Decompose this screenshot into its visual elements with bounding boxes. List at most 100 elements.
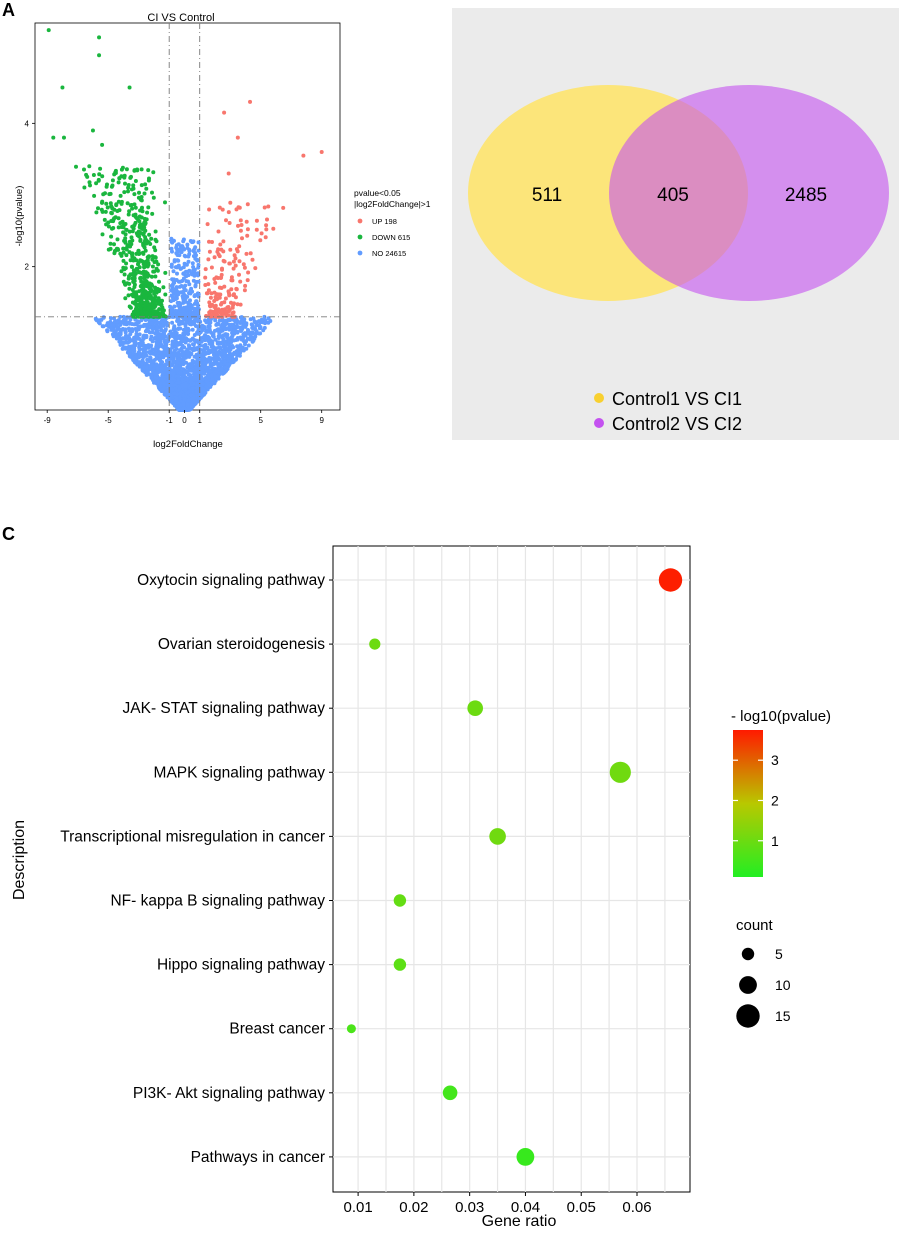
volcano-point-no <box>173 386 178 391</box>
volcano-point-no <box>180 245 185 250</box>
volcano-point-down <box>151 309 156 314</box>
volcano-point-down <box>137 190 141 195</box>
volcano-point-up <box>238 218 243 223</box>
volcano-point-down <box>130 276 135 281</box>
volcano-point-no <box>226 342 231 347</box>
volcano-point-down <box>127 85 132 90</box>
volcano-point-down <box>140 291 145 296</box>
volcano-point-no <box>210 362 215 367</box>
volcano-point-down <box>116 225 121 230</box>
dotplot-x-tick-label: 0.04 <box>511 1199 540 1216</box>
volcano-point-down <box>134 292 139 297</box>
volcano-point-down <box>143 289 148 294</box>
volcano-point-no <box>161 371 166 376</box>
volcano-point-down <box>132 202 137 207</box>
volcano-point-down <box>143 303 148 308</box>
dotplot-category-label: PI3K- Akt signaling pathway <box>133 1085 325 1102</box>
dotplot-category-label: Pathways in cancer <box>191 1149 325 1166</box>
volcano-point-no <box>191 248 196 253</box>
volcano-point-down <box>109 219 114 223</box>
volcano-point-down <box>130 254 135 259</box>
volcano-point-no <box>167 396 172 401</box>
volcano-point-up <box>228 247 233 252</box>
volcano-point-up <box>253 266 258 271</box>
venn-intersection-value: 405 <box>657 185 689 206</box>
dotplot-category-label: Oxytocin signaling pathway <box>137 572 325 589</box>
volcano-point-no <box>170 339 175 344</box>
volcano-point-down <box>132 192 137 197</box>
volcano-point-no <box>166 367 171 372</box>
volcano-point-no <box>159 344 164 349</box>
volcano-point-no <box>219 324 224 329</box>
volcano-point-down <box>150 314 155 319</box>
volcano-point-no <box>262 325 267 330</box>
volcano-point-down <box>126 276 131 281</box>
volcano-point-no <box>223 320 228 324</box>
volcano-x-tick-label: 1 <box>197 416 202 425</box>
volcano-point-no <box>180 407 185 412</box>
volcano-point-down <box>99 207 104 212</box>
volcano-point-no <box>137 332 142 337</box>
volcano-point-no <box>175 360 180 365</box>
volcano-point-no <box>140 340 145 345</box>
volcano-y-axis-label: -log10(pvalue) <box>14 186 25 247</box>
volcano-point-down <box>105 205 110 210</box>
dotplot-points <box>346 568 683 1166</box>
volcano-point-down <box>138 223 142 227</box>
volcano-point-up <box>222 284 227 289</box>
volcano-point-no <box>127 339 132 344</box>
volcano-point-up <box>228 200 233 205</box>
dotplot-point <box>442 1085 458 1101</box>
volcano-point-no <box>127 320 132 325</box>
volcano-point-no <box>195 376 200 381</box>
volcano-point-up <box>227 293 232 298</box>
volcano-point-no <box>190 311 195 316</box>
volcano-point-down <box>143 228 148 233</box>
volcano-point-up <box>207 313 212 318</box>
volcano-point-no <box>196 262 201 267</box>
volcano-point-down <box>100 174 105 179</box>
volcano-point-no <box>191 278 196 283</box>
volcano-point-up <box>219 272 224 277</box>
volcano-point-no <box>189 393 193 398</box>
volcano-point-no <box>188 322 193 326</box>
volcano-point-no <box>184 350 189 355</box>
size-legend: 5 10 15 <box>736 946 791 1028</box>
volcano-point-down <box>134 296 139 301</box>
volcano-point-up <box>238 228 243 233</box>
volcano-point-no <box>170 249 174 254</box>
volcano-point-no <box>172 391 177 396</box>
volcano-point-no <box>181 265 186 270</box>
volcano-point-no <box>143 346 148 351</box>
size-legend-label: 5 <box>775 946 783 962</box>
volcano-point-up <box>266 204 271 209</box>
volcano-point-up <box>213 280 218 285</box>
volcano-point-down <box>127 209 132 214</box>
volcano-point-down <box>150 254 155 259</box>
volcano-point-no <box>137 325 142 330</box>
volcano-point-no <box>172 304 177 309</box>
volcano-point-no <box>230 333 235 338</box>
volcano-point-down <box>153 274 158 279</box>
volcano-point-down <box>122 272 127 277</box>
volcano-point-no <box>216 345 221 350</box>
volcano-point-down <box>118 193 123 198</box>
volcano-point-no <box>266 320 271 325</box>
volcano-point-down <box>133 205 138 210</box>
volcano-point-no <box>154 362 159 367</box>
volcano-point-down <box>142 294 147 299</box>
volcano-point-no <box>215 350 220 355</box>
volcano-point-up <box>239 223 244 227</box>
volcano-point-no <box>143 352 148 357</box>
volcano-legend-title-1: pvalue<0.05 <box>354 188 401 198</box>
volcano-point-up <box>217 205 222 210</box>
size-legend-marker <box>741 947 755 961</box>
volcano-point-down <box>108 201 113 206</box>
volcano-point-no <box>148 364 153 369</box>
volcano-point-down <box>142 239 147 244</box>
volcano-point-down <box>137 219 142 224</box>
volcano-point-up <box>245 227 250 232</box>
volcano-point-no <box>187 252 192 257</box>
volcano-point-no <box>224 346 229 351</box>
volcano-point-down <box>142 216 147 221</box>
